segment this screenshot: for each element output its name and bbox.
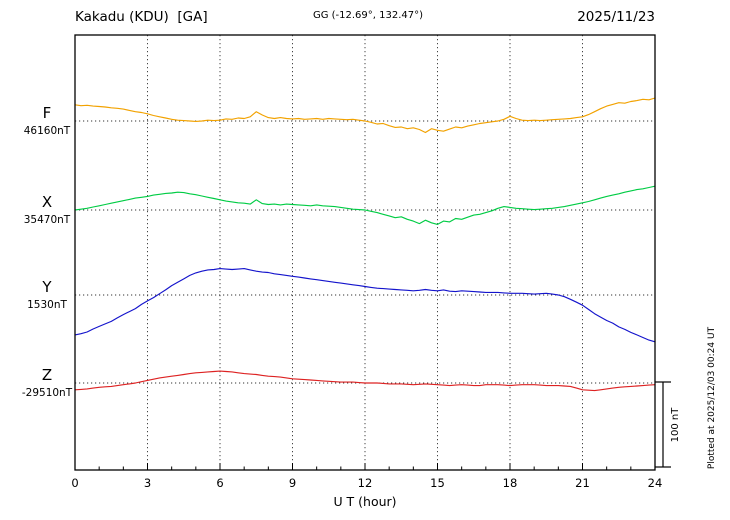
plot-date: 2025/11/23 (577, 9, 655, 25)
x-tick-label: 18 (503, 476, 518, 490)
plot-frame (74, 34, 656, 471)
channel-baseline-Y: 1530nT (27, 299, 67, 311)
channel-baseline-Z: -29510nT (22, 387, 73, 399)
trace-F (74, 97, 656, 134)
channel-label-X: X (42, 193, 52, 211)
channel-label-F: F (43, 104, 52, 122)
scale-bar-label: 100 nT (670, 407, 681, 443)
x-tick-label: 3 (144, 476, 151, 490)
x-tick-label: 9 (289, 476, 296, 490)
x-tick-label: 21 (575, 476, 590, 490)
chart-layer: 0 3 6 9 12 15 18 21 24 (71, 35, 671, 490)
channel-label-Y: Y (41, 278, 52, 296)
x-axis-title: U T (hour) (333, 494, 396, 509)
channel-baseline-F: 46160nT (24, 125, 71, 137)
plotted-at-note: Plotted at 2025/12/03 00:24 UT (707, 326, 717, 469)
x-tick-label: 0 (71, 476, 78, 490)
trace-Z (74, 370, 656, 392)
trace-Y (74, 268, 656, 343)
x-tick-label: 24 (648, 476, 663, 490)
station-title: Kakadu (KDU) [GA] (75, 9, 208, 25)
x-tick-label: 15 (430, 476, 445, 490)
x-tick-label: 12 (358, 476, 373, 490)
geo-coords: GG (-12.69°, 132.47°) (313, 10, 423, 21)
channel-baseline-X: 35470nT (24, 214, 71, 226)
trace-X (74, 185, 656, 225)
channel-label-Z: Z (42, 366, 52, 384)
x-tick-label: 6 (216, 476, 223, 490)
